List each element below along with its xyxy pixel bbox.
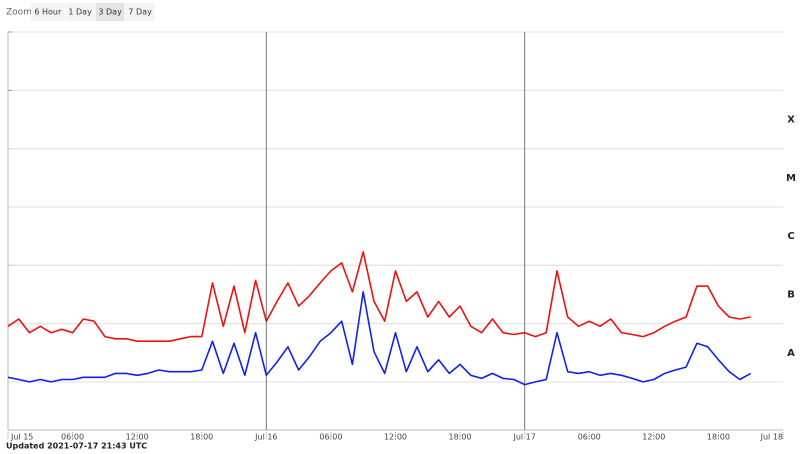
x-tick-label: Jul 18 — [760, 433, 783, 442]
zoom-button-label[interactable]: 3 Day — [98, 8, 122, 17]
flux-line — [7, 291, 752, 386]
zoom-button[interactable] — [125, 3, 155, 21]
x-tick-label: 06:00 — [578, 433, 601, 442]
flux-line — [7, 251, 751, 342]
class-label: C — [787, 231, 794, 242]
x-tick-label: 12:00 — [384, 433, 407, 442]
class-label: B — [787, 289, 795, 300]
x-tick-label: 12:00 — [642, 433, 665, 442]
class-label: X — [787, 114, 795, 125]
x-tick-label: Jul 16 — [254, 433, 277, 442]
zoom-button-label[interactable]: 6 Hour — [34, 8, 62, 17]
x-tick-label: 18:00 — [707, 433, 730, 442]
x-tick-label: 18:00 — [449, 433, 472, 442]
zoom-label: Zoom — [6, 8, 32, 18]
x-tick-label: 06:00 — [319, 433, 342, 442]
x-tick-label: 18:00 — [190, 433, 213, 442]
class-label: A — [787, 348, 795, 359]
x-tick-label: 12:00 — [126, 433, 149, 442]
zoom-button-label[interactable]: 1 Day — [68, 8, 92, 17]
class-label: M — [786, 173, 796, 184]
zoom-button[interactable] — [65, 3, 95, 21]
zoom-button[interactable] — [95, 3, 125, 21]
zoom-button-label[interactable]: 7 Day — [128, 8, 152, 17]
zoom-button[interactable] — [31, 3, 65, 21]
zoom-buttons: 6 Hour 1 Day 3 Day 7 Day — [31, 3, 155, 21]
x-tick-label: 06:00 — [61, 433, 84, 442]
x-tick-label: Jul 17 — [512, 433, 535, 442]
updated-text: Updated 2021-07-17 21:43 UTC — [6, 442, 147, 451]
x-tick-label: Jul 15 — [10, 433, 33, 442]
